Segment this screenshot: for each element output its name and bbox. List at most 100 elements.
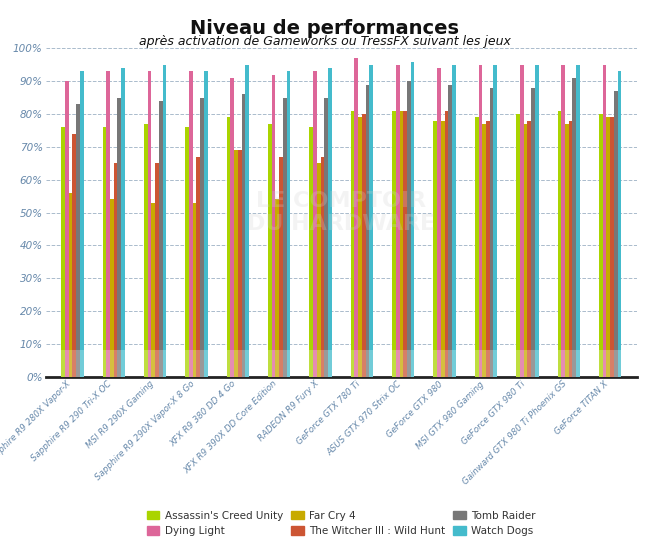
Bar (121, 68, 125, 377)
Bar (76, 350, 80, 377)
Bar (283, 98, 287, 377)
Bar (531, 88, 535, 377)
Bar (520, 350, 524, 377)
Text: LE COMPTOIR
DU HARDWARE: LE COMPTOIR DU HARDWARE (247, 191, 436, 234)
Bar (603, 350, 606, 377)
Bar (448, 84, 452, 377)
Bar (313, 350, 317, 377)
Bar (245, 350, 249, 377)
Bar (320, 350, 324, 377)
Bar (65, 350, 69, 377)
Bar (268, 350, 272, 377)
Bar (516, 114, 520, 377)
Bar (396, 65, 400, 377)
Bar (144, 350, 148, 377)
Bar (486, 350, 489, 377)
Bar (362, 350, 366, 377)
Bar (527, 121, 531, 377)
Bar (151, 203, 155, 377)
Bar (227, 350, 230, 377)
Bar (441, 121, 445, 377)
Bar (369, 350, 373, 377)
Bar (558, 350, 562, 377)
Bar (445, 350, 448, 377)
Bar (185, 350, 189, 377)
Bar (478, 65, 482, 377)
Bar (227, 117, 230, 377)
Bar (118, 98, 121, 377)
Bar (121, 350, 125, 377)
Bar (599, 114, 603, 377)
Bar (103, 350, 107, 377)
Bar (272, 350, 276, 377)
Bar (614, 91, 618, 377)
Bar (354, 350, 358, 377)
Bar (478, 350, 482, 377)
Bar (351, 111, 354, 377)
Bar (324, 98, 328, 377)
Bar (313, 72, 317, 377)
Bar (358, 117, 362, 377)
Bar (606, 350, 610, 377)
Bar (242, 94, 245, 377)
Bar (238, 350, 242, 377)
Bar (366, 84, 369, 377)
Bar (366, 350, 369, 377)
Bar (407, 81, 411, 377)
Bar (403, 111, 407, 377)
Bar (151, 350, 155, 377)
Bar (189, 72, 193, 377)
Bar (148, 72, 151, 377)
Bar (61, 127, 65, 377)
Bar (569, 121, 573, 377)
Bar (573, 78, 576, 377)
Bar (486, 121, 489, 377)
Bar (599, 350, 603, 377)
Bar (193, 203, 196, 377)
Bar (162, 350, 166, 377)
Bar (562, 65, 565, 377)
Bar (309, 350, 313, 377)
Bar (328, 350, 332, 377)
Bar (535, 350, 539, 377)
Bar (610, 350, 614, 377)
Bar (493, 350, 497, 377)
Bar (317, 164, 320, 377)
Bar (482, 124, 486, 377)
Bar (155, 350, 159, 377)
Bar (576, 350, 580, 377)
Bar (317, 350, 320, 377)
Bar (283, 350, 287, 377)
Bar (162, 65, 166, 377)
Bar (200, 350, 204, 377)
Bar (242, 350, 245, 377)
Bar (362, 114, 366, 377)
Bar (72, 134, 76, 377)
Bar (369, 65, 373, 377)
Bar (189, 350, 193, 377)
Bar (200, 98, 204, 377)
Bar (448, 350, 452, 377)
Bar (407, 350, 411, 377)
Bar (434, 121, 437, 377)
Bar (114, 164, 118, 377)
Bar (230, 350, 234, 377)
Bar (489, 88, 493, 377)
Bar (452, 65, 456, 377)
Bar (196, 350, 200, 377)
Bar (204, 72, 207, 377)
Bar (110, 200, 114, 377)
Bar (558, 111, 562, 377)
Bar (107, 72, 110, 377)
Bar (69, 193, 72, 377)
Bar (72, 350, 76, 377)
Bar (234, 350, 238, 377)
Bar (618, 350, 621, 377)
Bar (76, 104, 80, 377)
Bar (400, 350, 403, 377)
Bar (320, 157, 324, 377)
Bar (268, 124, 272, 377)
Bar (245, 65, 249, 377)
Bar (159, 101, 162, 377)
Bar (411, 61, 415, 377)
